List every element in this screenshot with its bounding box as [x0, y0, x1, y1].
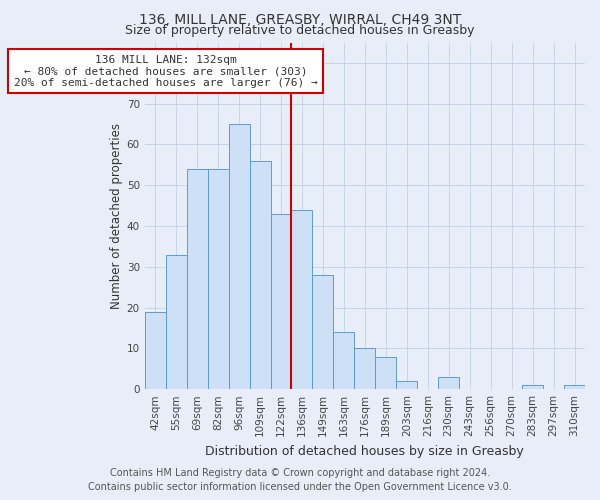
Text: 136, MILL LANE, GREASBY, WIRRAL, CH49 3NT: 136, MILL LANE, GREASBY, WIRRAL, CH49 3N…: [139, 12, 461, 26]
Bar: [250, 161, 271, 389]
Bar: [522, 385, 543, 389]
Bar: [564, 385, 585, 389]
Y-axis label: Number of detached properties: Number of detached properties: [110, 123, 122, 309]
Bar: [166, 254, 187, 389]
Bar: [145, 312, 166, 389]
Bar: [271, 214, 292, 389]
Bar: [355, 348, 376, 389]
Bar: [292, 210, 313, 389]
Bar: [208, 169, 229, 389]
Text: Contains HM Land Registry data © Crown copyright and database right 2024.
Contai: Contains HM Land Registry data © Crown c…: [88, 468, 512, 492]
Bar: [438, 377, 459, 389]
X-axis label: Distribution of detached houses by size in Greasby: Distribution of detached houses by size …: [205, 444, 524, 458]
Bar: [313, 275, 334, 389]
Bar: [229, 124, 250, 389]
Bar: [187, 169, 208, 389]
Bar: [397, 381, 417, 389]
Bar: [334, 332, 355, 389]
Bar: [376, 356, 397, 389]
Text: Size of property relative to detached houses in Greasby: Size of property relative to detached ho…: [125, 24, 475, 37]
Text: 136 MILL LANE: 132sqm
← 80% of detached houses are smaller (303)
20% of semi-det: 136 MILL LANE: 132sqm ← 80% of detached …: [14, 54, 317, 88]
